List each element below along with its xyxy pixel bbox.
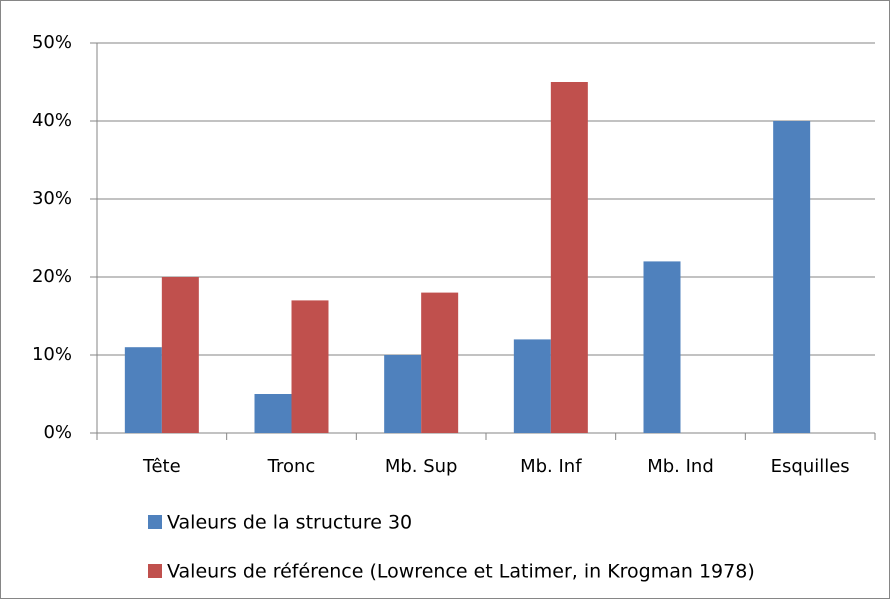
y-tick-label: 10%	[32, 344, 72, 365]
x-tick-label: Mb. Inf	[520, 456, 582, 477]
y-tick-label: 30%	[32, 188, 72, 209]
y-tick-label: 50%	[32, 32, 72, 53]
x-tick-label: Tronc	[267, 456, 316, 477]
x-tick-label: Mb. Sup	[385, 456, 458, 477]
bar	[161, 277, 199, 433]
legend-label: Valeurs de la structure 30	[167, 512, 412, 534]
bar	[421, 292, 459, 433]
bar	[124, 347, 162, 433]
bar	[773, 121, 811, 433]
x-tick-label: Tête	[142, 456, 181, 477]
bar	[550, 82, 588, 433]
x-tick-label: Mb. Ind	[647, 456, 714, 477]
legend-label: Valeurs de référence (Lowrence et Latime…	[167, 561, 755, 583]
y-tick-label: 20%	[32, 266, 72, 287]
legend-swatch	[148, 564, 162, 578]
bar	[291, 300, 329, 433]
bar	[254, 394, 292, 433]
bar	[384, 355, 422, 433]
legend-swatch	[148, 515, 162, 529]
y-tick-label: 40%	[32, 110, 72, 131]
bar	[513, 339, 551, 433]
bar	[643, 261, 681, 433]
y-tick-label: 0%	[43, 422, 72, 443]
x-tick-label: Esquilles	[771, 456, 850, 477]
